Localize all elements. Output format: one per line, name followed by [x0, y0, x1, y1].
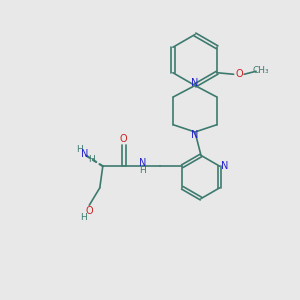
- Text: O: O: [235, 69, 243, 79]
- Text: H: H: [80, 213, 87, 222]
- Text: H: H: [76, 145, 83, 154]
- Text: O: O: [85, 206, 93, 216]
- Text: N: N: [191, 78, 199, 88]
- Text: H: H: [139, 166, 146, 175]
- Text: O: O: [120, 134, 127, 145]
- Text: CH₃: CH₃: [252, 66, 269, 75]
- Text: N: N: [191, 130, 199, 140]
- Text: H: H: [88, 155, 95, 164]
- Text: N: N: [139, 158, 146, 168]
- Text: N: N: [221, 161, 229, 171]
- Text: N: N: [80, 149, 88, 159]
